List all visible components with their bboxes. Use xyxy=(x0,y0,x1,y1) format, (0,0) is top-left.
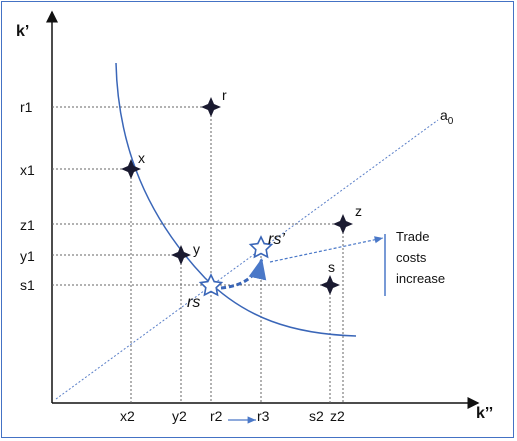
annotation-line-2: costs xyxy=(396,250,427,265)
x-tick-y2: y2 xyxy=(172,408,187,424)
y-tick-r1: r1 xyxy=(20,99,33,115)
curve xyxy=(115,62,357,337)
point-rs-star xyxy=(198,273,224,297)
point-s-star xyxy=(320,275,340,295)
point-z-star xyxy=(333,214,353,234)
annotation-line-3: increase xyxy=(396,271,445,286)
point-rs-prime-star xyxy=(248,235,274,259)
point-r-star xyxy=(201,97,221,117)
point-y-label: y xyxy=(193,241,200,257)
point-rs-prime-label: rs’ xyxy=(268,231,285,248)
point-r-label: r xyxy=(222,87,227,103)
y-tick-x1: x1 xyxy=(20,162,35,178)
x-tick-r3: r3 xyxy=(257,408,270,424)
point-y-star xyxy=(171,245,191,265)
point-x-star xyxy=(121,159,141,179)
point-z-label: z xyxy=(355,203,362,219)
trade-costs-arrow xyxy=(269,236,384,263)
guide-lines xyxy=(52,106,344,403)
x-tick-s2: s2 xyxy=(309,408,324,424)
point-s-label: s xyxy=(328,259,335,275)
y-tick-s1: s1 xyxy=(20,277,35,293)
a0-line xyxy=(55,119,439,400)
point-rs-label: rs xyxy=(187,294,200,311)
x-tick-x2: x2 xyxy=(120,408,135,424)
x-tick-r2: r2 xyxy=(210,408,223,424)
point-x-label: x xyxy=(138,150,145,166)
y-tick-y1: y1 xyxy=(20,248,35,264)
annotation-line-1: Trade xyxy=(396,229,429,244)
x-axis-label: k’’ xyxy=(476,405,493,422)
y-tick-z1: z1 xyxy=(20,217,35,233)
a0-label: a0 xyxy=(440,107,454,127)
x-tick-z2: z2 xyxy=(330,408,345,424)
y-axis-label: k’ xyxy=(16,23,29,40)
rs-shift-arrow xyxy=(220,257,267,290)
